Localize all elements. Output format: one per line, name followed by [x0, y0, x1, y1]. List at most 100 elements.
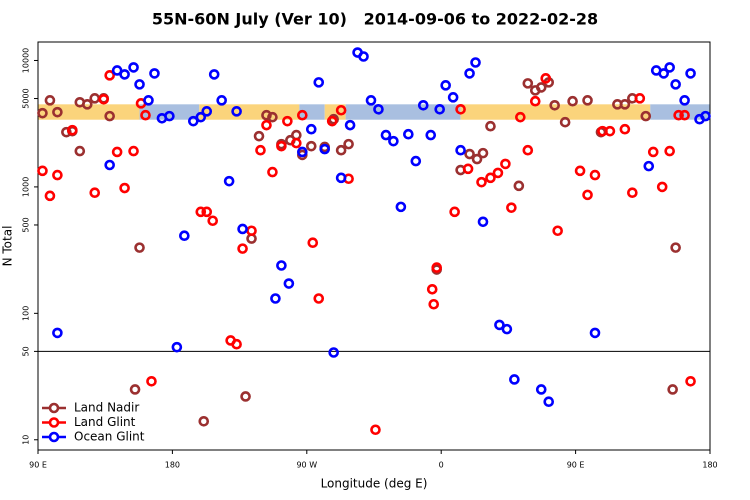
point — [552, 225, 563, 237]
point — [426, 283, 438, 295]
point — [261, 109, 272, 121]
point — [201, 106, 213, 117]
point — [307, 237, 319, 248]
point — [440, 80, 451, 91]
point — [305, 140, 317, 152]
band-segment — [199, 104, 300, 120]
legend-label: Ocean Glint — [74, 430, 145, 444]
point — [509, 374, 520, 385]
x-tick-label: 90 E — [29, 461, 47, 470]
chart-title: 55N-60N July (Ver 10) 2014-09-06 to 2022… — [152, 10, 598, 29]
x-tick-label: 0 — [439, 461, 444, 470]
point — [464, 68, 475, 79]
point — [549, 100, 560, 111]
y-tick-label: 10 — [22, 435, 31, 445]
point — [267, 111, 278, 123]
point — [358, 51, 369, 62]
point — [335, 104, 347, 116]
point — [640, 110, 652, 122]
legend-label: Land Nadir — [74, 401, 139, 415]
point — [619, 123, 631, 135]
point — [529, 95, 541, 107]
x-tick-label: 180 — [165, 461, 180, 470]
point — [685, 376, 696, 387]
point — [335, 172, 347, 184]
point — [664, 145, 675, 157]
point — [328, 347, 339, 358]
point — [208, 69, 220, 80]
point — [237, 223, 248, 235]
point — [589, 327, 601, 339]
point — [267, 166, 278, 178]
legend-marker — [48, 431, 60, 443]
point — [476, 176, 487, 188]
point — [543, 396, 555, 408]
point — [455, 144, 466, 156]
point — [104, 70, 115, 81]
point — [455, 103, 466, 115]
point — [282, 115, 293, 127]
point — [297, 146, 308, 158]
point — [431, 262, 443, 273]
point — [667, 384, 678, 395]
point — [370, 424, 381, 436]
point — [643, 160, 655, 172]
point — [656, 181, 668, 193]
point — [494, 319, 505, 331]
point — [380, 129, 392, 141]
point — [171, 341, 183, 353]
point — [164, 110, 175, 122]
point — [104, 110, 115, 122]
point — [513, 180, 525, 192]
point — [246, 225, 257, 237]
point — [647, 146, 659, 158]
point — [492, 167, 504, 179]
point — [417, 100, 429, 111]
y-tick-label: 500 — [22, 217, 31, 232]
point — [44, 95, 56, 106]
y-tick-label: 100 — [22, 306, 31, 321]
point — [104, 159, 115, 171]
y-axis-label: N Total — [1, 226, 15, 267]
point — [61, 126, 72, 138]
point — [74, 145, 86, 157]
point — [462, 163, 474, 175]
point — [471, 153, 483, 165]
point — [335, 144, 347, 156]
x-tick-label: 90 E — [567, 461, 585, 470]
point — [231, 106, 242, 117]
x-axis-label: Longitude (deg E) — [321, 477, 428, 491]
point — [37, 107, 48, 119]
point — [255, 144, 266, 156]
point — [515, 111, 526, 123]
point — [283, 278, 295, 289]
point — [559, 116, 571, 128]
point — [134, 242, 145, 253]
point — [313, 77, 325, 88]
point — [485, 172, 496, 184]
point — [535, 82, 547, 93]
point — [143, 95, 154, 106]
point — [270, 293, 281, 304]
point — [326, 115, 338, 127]
y-tick-label: 1000 — [22, 177, 31, 197]
point — [673, 109, 684, 121]
point — [201, 206, 213, 218]
point — [313, 293, 325, 304]
point — [403, 128, 414, 140]
point — [140, 109, 151, 121]
point — [89, 187, 101, 198]
point — [207, 215, 219, 227]
point — [658, 68, 670, 79]
band-segment — [460, 104, 651, 120]
point — [111, 146, 123, 158]
point — [81, 99, 93, 110]
point — [670, 242, 681, 253]
point — [198, 415, 210, 427]
point — [343, 138, 354, 150]
point — [373, 103, 384, 115]
series — [37, 70, 696, 436]
point — [679, 109, 690, 121]
point — [195, 206, 207, 218]
